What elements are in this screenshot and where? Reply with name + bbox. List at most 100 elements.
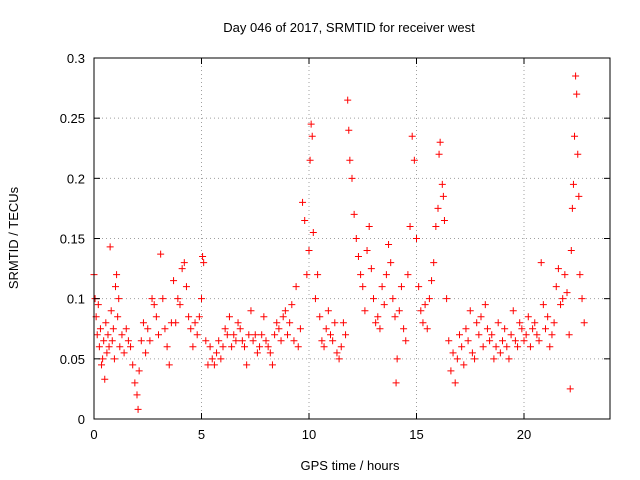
data-point (279, 313, 287, 321)
data-point (127, 343, 135, 351)
data-point (477, 313, 485, 321)
data-point (522, 331, 530, 339)
data-point (531, 319, 539, 327)
data-point (299, 198, 307, 206)
data-point (552, 283, 560, 291)
data-point (413, 235, 420, 242)
data-point (471, 355, 479, 363)
y-axis-label: SRMTID / TECUs (6, 186, 21, 289)
data-point (329, 337, 337, 345)
data-point (428, 277, 436, 285)
data-point (537, 259, 545, 267)
data-point (193, 331, 201, 339)
data-point (563, 289, 571, 297)
data-point (198, 295, 205, 303)
data-point (161, 325, 169, 333)
data-point (571, 132, 579, 140)
data-point (208, 355, 216, 363)
data-point (533, 331, 541, 339)
data-point (100, 337, 108, 345)
data-point (542, 325, 549, 333)
data-point (268, 361, 276, 369)
data-point (165, 361, 173, 369)
data-point (322, 325, 330, 333)
data-point (113, 271, 121, 279)
data-point (258, 331, 266, 339)
y-tick-label: 0.15 (60, 232, 85, 247)
data-point (376, 325, 384, 333)
data-point (415, 283, 423, 291)
data-point (316, 313, 324, 321)
data-point (492, 343, 500, 351)
data-point (490, 355, 498, 363)
data-point (372, 319, 380, 327)
data-point (507, 331, 515, 339)
data-point (182, 283, 190, 291)
data-point (204, 361, 212, 369)
data-point (152, 313, 160, 321)
data-point (370, 295, 377, 303)
data-point (548, 331, 556, 339)
data-point (174, 295, 182, 303)
data-point (245, 331, 253, 339)
data-point (361, 307, 369, 315)
data-point (260, 313, 268, 321)
data-point (306, 156, 314, 164)
data-point (253, 349, 261, 357)
data-point (131, 379, 139, 387)
data-point (112, 283, 119, 291)
data-point (535, 337, 543, 345)
data-point (247, 307, 255, 315)
data-point (273, 319, 281, 327)
data-point (129, 361, 137, 369)
data-point (561, 271, 569, 279)
data-point (264, 343, 272, 351)
data-point (481, 301, 489, 309)
data-point (215, 337, 223, 345)
data-point (311, 295, 319, 303)
data-point (114, 313, 122, 321)
data-point (104, 331, 112, 339)
data-point (425, 295, 433, 303)
data-point (350, 210, 358, 218)
data-point (337, 343, 345, 351)
data-point (139, 319, 147, 327)
data-point (122, 325, 130, 333)
data-point (133, 391, 141, 399)
chart-title: Day 046 of 2017, SRMTID for receiver wes… (223, 20, 475, 35)
data-point (223, 331, 231, 339)
data-point (501, 325, 509, 333)
data-point (307, 120, 315, 128)
data-point (439, 192, 447, 200)
data-point (335, 355, 343, 363)
x-tick-label: 0 (90, 427, 97, 442)
data-point (460, 361, 468, 369)
data-point (494, 319, 502, 327)
data-point (217, 355, 225, 363)
data-point (357, 271, 365, 279)
data-point (116, 343, 124, 351)
data-point (189, 343, 197, 351)
data-point (566, 385, 574, 393)
data-point (447, 367, 455, 375)
data-point (202, 337, 210, 345)
data-point (406, 222, 414, 230)
data-point (397, 283, 405, 291)
data-point (241, 343, 248, 351)
data-point (352, 235, 360, 242)
data-point (221, 325, 229, 333)
data-point (200, 259, 208, 267)
data-point (148, 295, 156, 303)
data-point (443, 295, 451, 303)
data-point (228, 343, 236, 351)
data-point (475, 331, 483, 339)
data-point (573, 90, 581, 98)
data-point (568, 204, 576, 212)
y-tick-label: 0 (78, 412, 85, 427)
data-point (281, 307, 289, 315)
data-point (134, 405, 142, 413)
data-point (392, 379, 400, 387)
data-point (417, 307, 425, 315)
y-tick-label: 0.25 (60, 111, 85, 126)
data-point (232, 337, 240, 345)
